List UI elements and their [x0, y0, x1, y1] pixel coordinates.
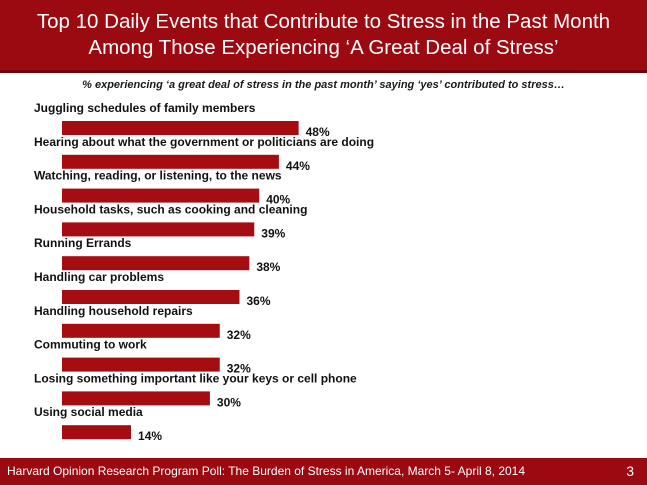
page-number: 3 — [626, 463, 634, 479]
title-bar: Top 10 Daily Events that Contribute to S… — [0, 0, 647, 70]
category-label: Hearing about what the government or pol… — [34, 135, 374, 149]
bar — [62, 222, 255, 237]
bar — [62, 357, 220, 372]
bar — [62, 256, 250, 271]
category-label: Household tasks, such as cooking and cle… — [34, 202, 307, 216]
bar — [62, 425, 132, 440]
title-divider — [0, 70, 647, 73]
category-label: Losing something important like your key… — [34, 371, 357, 385]
chart-subtitle: % experiencing ‘a great deal of stress i… — [82, 79, 565, 91]
bar — [62, 290, 240, 304]
chart-title-line-2: Among Those Experiencing ‘A Great Deal o… — [88, 36, 559, 59]
value-label: 36% — [246, 294, 270, 308]
value-label: 30% — [217, 395, 241, 409]
value-label: 40% — [266, 193, 290, 207]
source-note: Harvard Opinion Research Program Poll: T… — [7, 464, 526, 478]
category-label: Juggling schedules of family members — [34, 101, 256, 115]
category-label: Running Errands — [34, 236, 132, 250]
bar — [62, 323, 220, 338]
category-label: Using social media — [34, 405, 143, 419]
category-label: Handling car problems — [34, 270, 164, 284]
bar-chart: Juggling schedules of family members48%H… — [34, 101, 374, 443]
value-label: 39% — [261, 226, 285, 240]
bar — [62, 121, 299, 135]
value-label: 32% — [227, 328, 251, 342]
footer-bar: Harvard Opinion Research Program Poll: T… — [0, 458, 647, 485]
value-label: 14% — [138, 429, 162, 443]
value-label: 48% — [306, 125, 330, 139]
chart-title-line-1: Top 10 Daily Events that Contribute to S… — [36, 10, 611, 33]
category-label: Handling household repairs — [34, 304, 193, 318]
category-label: Commuting to work — [34, 338, 147, 352]
bar — [62, 188, 260, 203]
value-label: 32% — [227, 362, 251, 376]
value-label: 38% — [256, 260, 280, 274]
value-label: 44% — [286, 159, 310, 173]
bar — [62, 154, 279, 169]
category-label: Watching, reading, or listening, to the … — [34, 169, 282, 183]
bar — [62, 391, 210, 406]
